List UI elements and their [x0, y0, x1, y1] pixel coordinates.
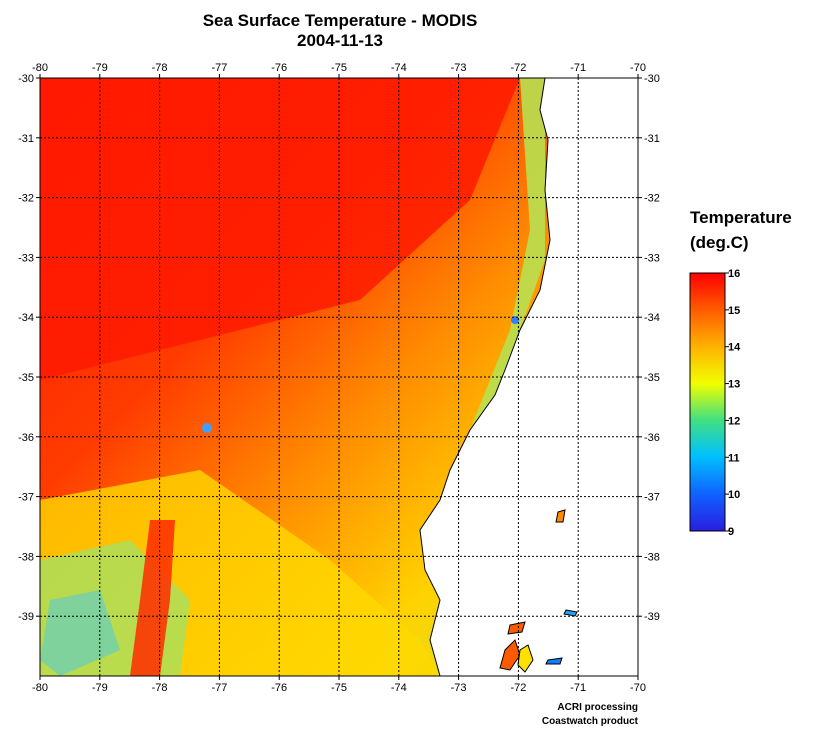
y-tick-label-right: -30	[644, 73, 660, 85]
x-tick-label-bottom: -74	[391, 682, 407, 694]
y-tick-label-right: -36	[644, 432, 660, 444]
coastal-upwelling	[470, 78, 545, 430]
y-tick-label-right: -38	[644, 551, 660, 563]
x-tick-label-top: -70	[630, 62, 646, 74]
map-frame	[39, 77, 639, 677]
island	[555, 509, 566, 523]
y-tick-label-right: -32	[644, 193, 660, 205]
map-title: Sea Surface Temperature - MODIS	[202, 11, 478, 30]
y-tick-label-left: -35	[18, 372, 34, 384]
y-tick-label-left: -38	[18, 551, 34, 563]
legend-units: (deg.C)	[690, 233, 749, 252]
y-tick-label-right: -39	[644, 611, 660, 623]
y-tick-label-left: -31	[18, 133, 34, 145]
x-tick-label-top: -78	[152, 62, 168, 74]
x-tick-label-bottom: -72	[510, 682, 526, 694]
colorbar-tick-label: 15	[728, 305, 740, 317]
colorbar-tick-label: 14	[728, 342, 741, 354]
x-tick-label-bottom: -75	[331, 682, 347, 694]
colorbar-tick-label: 16	[728, 268, 740, 280]
x-tick-label-bottom: -78	[152, 682, 168, 694]
y-tick-label-right: -34	[644, 312, 660, 324]
x-tick-label-top: -75	[331, 62, 347, 74]
warm-filament	[130, 520, 175, 676]
y-tick-label-right: -37	[644, 492, 660, 504]
x-tick-label-bottom: -79	[92, 682, 108, 694]
x-tick-label-bottom: -73	[451, 682, 467, 694]
y-tick-label-right: -35	[644, 372, 660, 384]
x-tick-label-top: -74	[391, 62, 407, 74]
graticule	[36, 74, 642, 680]
y-tick-label-left: -39	[18, 611, 34, 623]
colorbar-tick-label: 9	[728, 526, 734, 538]
x-tick-label-bottom: -76	[271, 682, 287, 694]
y-tick-label-left: -33	[18, 252, 34, 264]
island	[563, 609, 578, 617]
colorbar-tick-label: 11	[728, 452, 740, 464]
legend-title: Temperature	[690, 208, 792, 227]
colorbar-tick-label: 12	[728, 415, 740, 427]
credit-product: Coastwatch product	[541, 716, 638, 727]
y-tick-label-right: -33	[644, 252, 660, 264]
x-tick-label-bottom: -70	[630, 682, 646, 694]
y-tick-label-left: -36	[18, 432, 34, 444]
y-tick-label-right: -31	[644, 133, 660, 145]
cool-spot	[511, 316, 519, 324]
x-tick-label-top: -71	[570, 62, 586, 74]
y-tick-label-left: -32	[18, 193, 34, 205]
x-tick-label-bottom: -80	[32, 682, 48, 694]
x-tick-label-top: -76	[271, 62, 287, 74]
x-tick-label-top: -73	[451, 62, 467, 74]
island	[545, 657, 563, 665]
x-tick-label-top: -72	[510, 62, 526, 74]
x-tick-label-top: -79	[92, 62, 108, 74]
x-tick-label-bottom: -77	[211, 682, 227, 694]
y-tick-label-left: -37	[18, 492, 34, 504]
colorbar	[689, 272, 726, 532]
cool-spot-2	[202, 423, 212, 433]
island	[507, 621, 526, 635]
y-tick-label-left: -34	[18, 312, 34, 324]
map-date: 2004-11-13	[296, 31, 384, 50]
colorbar-tick-label: 13	[728, 379, 740, 391]
warm-core	[40, 78, 520, 380]
x-tick-label-top: -80	[32, 62, 48, 74]
credit-processing: ACRI processing	[557, 702, 638, 713]
x-tick-label-bottom: -71	[570, 682, 586, 694]
x-tick-label-top: -77	[211, 62, 227, 74]
y-tick-label-left: -30	[18, 73, 34, 85]
colorbar-ticks: 16 15 14 13 12 11 10 9	[725, 268, 741, 538]
island	[499, 639, 521, 671]
colorbar-tick-label: 10	[728, 489, 740, 501]
tick-labels: -80 -80 -79 -79 -78 -78 -77 -77 -76 -76 -75 -75 -74 -…	[18, 62, 660, 694]
